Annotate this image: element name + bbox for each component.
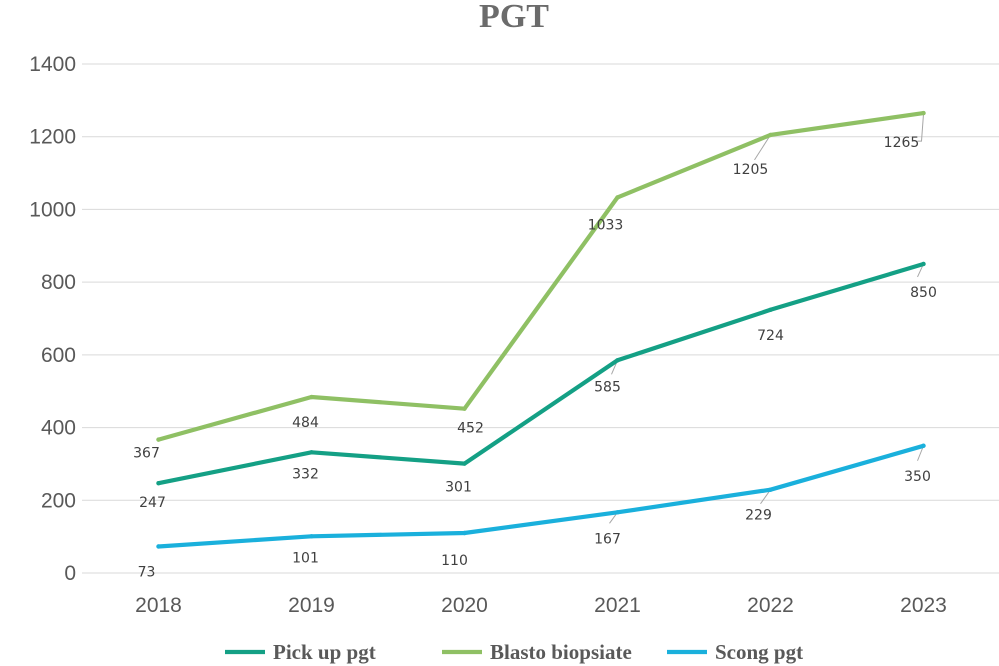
legend-label: Scong pgt (715, 640, 803, 664)
x-tick-label: 2023 (900, 594, 947, 617)
data-point (921, 110, 926, 116)
data-point (921, 261, 926, 267)
label-leader-line (760, 489, 771, 505)
data-point (309, 534, 314, 539)
x-tick-label: 2020 (441, 594, 488, 617)
y-tick-label: 1200 (29, 126, 76, 149)
x-tick-label: 2019 (288, 594, 335, 617)
data-label: 850 (910, 285, 937, 301)
data-label: 110 (441, 553, 468, 569)
chart-title: PGT (479, 0, 549, 35)
data-point (768, 487, 773, 492)
data-label: 167 (594, 531, 621, 547)
gridlines (82, 63, 999, 574)
y-tick-label: 400 (41, 417, 76, 440)
label-leader-line (917, 114, 924, 142)
series-line-0 (156, 261, 926, 486)
legend: Pick up pgt Blasto biopsiate Scong pgt (225, 640, 803, 664)
data-label: 247 (139, 495, 166, 511)
y-tick-label: 600 (41, 344, 76, 367)
data-label: 367 (133, 446, 160, 462)
data-labels: 247 332 301 585 724 850 367 484 452 1033 1205 1265 7… (133, 135, 937, 580)
data-point (768, 307, 773, 312)
y-tick-label: 0 (64, 562, 76, 585)
data-point (156, 437, 161, 442)
series-line-1 (156, 111, 926, 442)
data-point (462, 406, 467, 411)
series-lines (156, 110, 926, 549)
data-point (615, 195, 620, 200)
data-label: 73 (138, 564, 156, 580)
data-point (309, 394, 314, 400)
y-tick-label: 1400 (29, 53, 76, 76)
x-tick-label: 2021 (594, 594, 641, 617)
data-label: 585 (594, 379, 621, 395)
data-label: 1033 (588, 217, 624, 233)
x-tick-label: 2022 (747, 594, 794, 617)
x-tick-label: 2018 (135, 594, 182, 617)
data-point (921, 443, 926, 448)
data-label: 301 (445, 480, 472, 496)
data-label: 101 (292, 550, 319, 566)
data-point (309, 450, 314, 455)
data-point (156, 480, 161, 486)
data-label: 229 (745, 508, 772, 524)
data-label: 724 (757, 328, 784, 344)
data-point (156, 544, 161, 549)
data-point (615, 510, 620, 515)
label-leader-line (754, 134, 771, 161)
y-tick-label: 1000 (29, 198, 76, 221)
data-point (462, 530, 467, 536)
data-label: 1265 (884, 135, 920, 151)
data-label: 484 (292, 415, 319, 431)
y-tick-label: 200 (41, 489, 76, 512)
x-axis-ticks: 2018 2019 2020 2021 2022 2023 (135, 594, 947, 617)
data-label: 350 (904, 469, 931, 485)
data-point (768, 132, 773, 138)
data-label: 1205 (733, 162, 769, 178)
legend-label: Blasto biopsiate (490, 640, 632, 664)
y-tick-label: 800 (41, 271, 76, 294)
legend-label: Pick up pgt (273, 640, 376, 664)
data-point (462, 461, 467, 466)
series-line-2 (156, 443, 926, 549)
y-axis-ticks: 0 200 400 600 800 1000 1200 1400 (29, 53, 76, 585)
data-label: 332 (292, 466, 319, 482)
data-label: 452 (457, 421, 484, 437)
data-point (615, 358, 620, 363)
